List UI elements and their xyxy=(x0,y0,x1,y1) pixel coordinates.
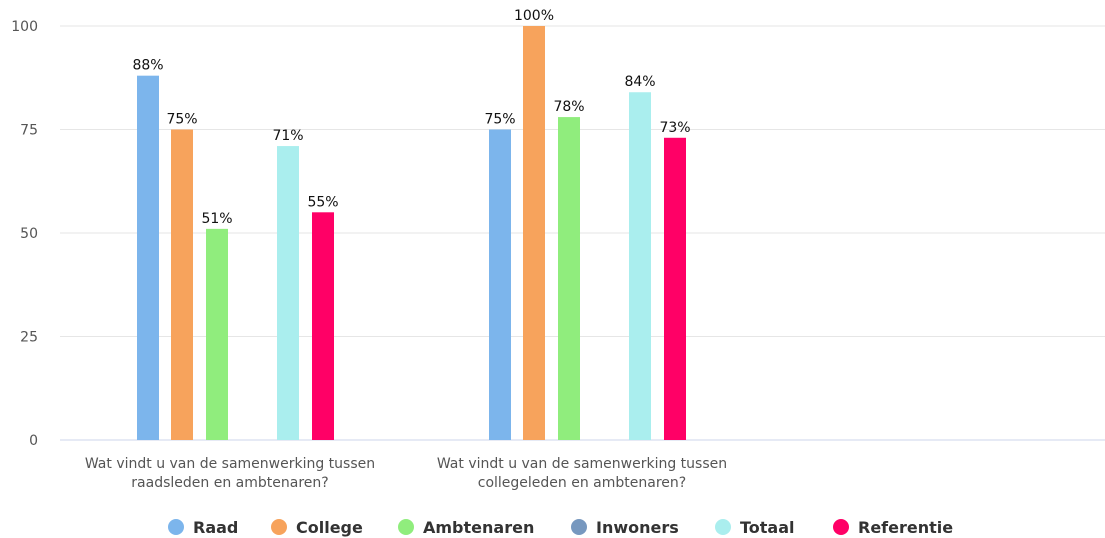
data-label: 84% xyxy=(624,74,655,90)
legend-label: Raad xyxy=(193,518,238,537)
legend-marker-icon xyxy=(715,519,731,535)
data-label: 71% xyxy=(272,128,303,144)
bar-college[interactable] xyxy=(523,26,545,440)
data-label: 78% xyxy=(553,99,584,115)
legend-item-college[interactable]: College xyxy=(271,518,363,537)
legend-marker-icon xyxy=(398,519,414,535)
y-tick-label: 25 xyxy=(20,330,38,346)
x-axis: Wat vindt u van de samenwerking tussen ra… xyxy=(85,456,727,491)
data-label: 55% xyxy=(307,194,338,210)
bars xyxy=(137,26,686,441)
legend-marker-icon xyxy=(271,519,287,535)
legend-item-inwoners[interactable]: Inwoners xyxy=(571,518,679,537)
y-tick-label: 0 xyxy=(29,433,38,449)
legend-marker-icon xyxy=(168,519,184,535)
legend-item-ambtenaren[interactable]: Ambtenaren xyxy=(398,518,534,537)
legend-label: Totaal xyxy=(740,518,795,537)
grid-lines xyxy=(60,25,1105,441)
y-axis: 0 25 50 75 100 xyxy=(11,19,38,449)
bar-raad[interactable] xyxy=(489,129,511,441)
legend-label: Ambtenaren xyxy=(423,518,534,537)
bar-totaal[interactable] xyxy=(629,92,651,441)
data-label: 100% xyxy=(514,8,554,24)
bar-raad[interactable] xyxy=(137,75,159,441)
legend-label: Referentie xyxy=(858,518,953,537)
bar-referentie[interactable] xyxy=(312,212,334,440)
x-category-label: Wat vindt u van de samenwerking tussen xyxy=(437,456,727,472)
data-label: 51% xyxy=(201,211,232,227)
y-tick-label: 75 xyxy=(20,123,38,139)
bar-totaal[interactable] xyxy=(277,146,299,440)
data-label: 75% xyxy=(166,112,197,128)
bar-ambtenaren[interactable] xyxy=(558,117,580,440)
data-labels: 88% 75% 75% 100% 51% 78% 71% 84% 55% 73% xyxy=(132,8,690,227)
legend-label: Inwoners xyxy=(596,518,679,537)
legend-marker-icon xyxy=(833,519,849,535)
bar-referentie[interactable] xyxy=(664,137,686,440)
legend-item-referentie[interactable]: Referentie xyxy=(833,518,953,537)
bar-college[interactable] xyxy=(171,129,193,441)
data-label: 88% xyxy=(132,58,163,74)
legend-label: College xyxy=(296,518,363,537)
y-tick-label: 100 xyxy=(11,19,38,35)
legend-marker-icon xyxy=(571,519,587,535)
x-category-label: Wat vindt u van de samenwerking tussen xyxy=(85,456,375,472)
x-category-label: collegeleden en ambtenaren? xyxy=(478,475,686,491)
y-tick-label: 50 xyxy=(20,226,38,242)
legend-item-totaal[interactable]: Totaal xyxy=(715,518,795,537)
x-category-label: raadsleden en ambtenaren? xyxy=(131,475,328,491)
data-label: 75% xyxy=(484,112,515,128)
bar-ambtenaren[interactable] xyxy=(206,228,228,440)
legend-item-raad[interactable]: Raad xyxy=(168,518,238,537)
legend[interactable]: Raad College Ambtenaren Inwoners Totaal Refer… xyxy=(168,518,953,537)
data-label: 73% xyxy=(659,120,690,136)
